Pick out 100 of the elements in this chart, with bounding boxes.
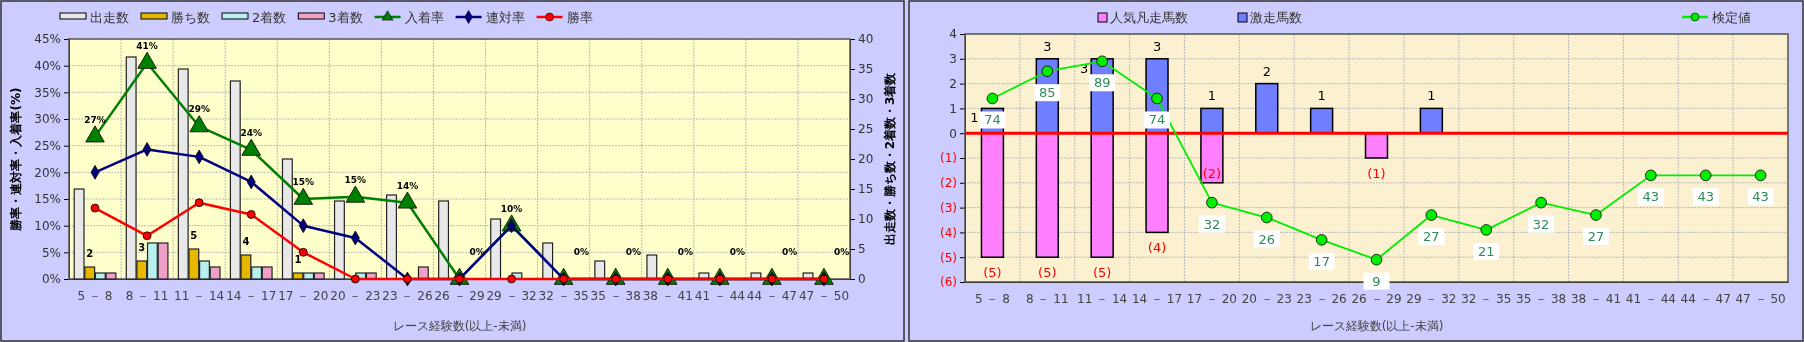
y-tick-label: (5) xyxy=(940,250,957,265)
data-label: 74 xyxy=(984,112,1001,128)
y2-axis-title: 出走数・勝ち数・2着数・3着数 xyxy=(883,71,897,246)
y-tick-label: 15% xyxy=(34,192,61,207)
y-tick-label: 40% xyxy=(34,59,61,74)
x-tick-label: 5 － 8 xyxy=(974,291,1010,306)
data-label: 9 xyxy=(1372,273,1381,289)
data-label: 0% xyxy=(781,247,798,257)
data-label: 2 xyxy=(86,248,94,259)
y-tick-label: (4) xyxy=(940,225,957,240)
y-tick-label: 45% xyxy=(34,32,61,47)
data-label: 1 xyxy=(970,110,979,126)
x-tick-label: 23 － 26 xyxy=(1296,291,1347,306)
data-label: 32 xyxy=(1532,216,1550,232)
x-tick-label: 44 － 47 xyxy=(1680,291,1731,306)
x-tick-label: 47 － 50 xyxy=(1735,291,1786,306)
data-label: 32 xyxy=(1203,216,1221,232)
x-tick-label: 29 － 32 xyxy=(1406,291,1457,306)
data-label: 0% xyxy=(625,247,641,257)
data-label: 3 xyxy=(1043,38,1052,54)
legend-label: 勝率 xyxy=(566,10,593,25)
y-tick-label: 5% xyxy=(41,245,61,260)
data-label: 0% xyxy=(469,247,485,257)
y-tick-label: (2) xyxy=(940,176,957,191)
data-label: (5) xyxy=(983,265,1002,281)
y2-tick-label: 30 xyxy=(858,92,874,107)
x-tick-label: 26 － 29 xyxy=(434,288,485,303)
x-tick-label: 14 － 17 xyxy=(226,288,277,303)
data-label: (5) xyxy=(1092,265,1112,281)
y-tick-label: (6) xyxy=(940,275,957,290)
x-tick-label: 14 － 17 xyxy=(1131,291,1183,306)
data-label: 1 xyxy=(1427,88,1436,104)
x-tick-label: 32 － 35 xyxy=(538,288,589,303)
data-label: 27 xyxy=(1423,229,1440,245)
x-tick-label: 23 － 26 xyxy=(382,288,433,303)
data-label: 21 xyxy=(1477,243,1495,259)
x-tick-label: 38 － 41 xyxy=(642,288,693,303)
data-label: 43 xyxy=(1697,189,1714,205)
x-tick-label: 29 － 32 xyxy=(486,288,537,303)
x-tick-label: 20 － 23 xyxy=(1241,291,1292,306)
y2-tick-label: 25 xyxy=(858,122,874,137)
x-tick-label: 11 － 14 xyxy=(174,288,225,303)
data-label: 4 xyxy=(242,236,250,247)
data-label: 85 xyxy=(1039,85,1056,101)
data-label: 3 xyxy=(1152,38,1162,54)
x-tick-label: 32 － 35 xyxy=(1461,291,1512,306)
data-label: 14% xyxy=(396,180,419,191)
y2-tick-label: 0 xyxy=(858,272,866,287)
data-label: 26 xyxy=(1258,231,1276,247)
data-label: 29% xyxy=(188,104,210,115)
x-tick-label: 41 － 44 xyxy=(694,288,745,303)
y-tick-label: 0% xyxy=(41,272,61,287)
y-tick-label: 35% xyxy=(34,85,61,100)
data-label: 27 xyxy=(1587,229,1605,245)
x-tick-label: 8 － 11 xyxy=(125,288,169,303)
data-label: 15% xyxy=(292,177,315,187)
y-tick-label: (3) xyxy=(940,200,957,215)
data-label: (2) xyxy=(1202,165,1222,181)
data-label: 0% xyxy=(729,247,746,257)
data-label: 89 xyxy=(1093,75,1111,91)
data-label: 5 xyxy=(190,230,198,241)
data-label: 27% xyxy=(84,114,106,125)
y-tick-label: 4 xyxy=(949,27,957,42)
y-tick-label: 2 xyxy=(949,76,957,91)
data-label: 0% xyxy=(573,247,589,257)
x-tick-label: 5 － 8 xyxy=(77,288,113,303)
y-tick-label: 0 xyxy=(949,126,957,141)
data-label: 2 xyxy=(1262,63,1271,79)
legend-label: 入着率 xyxy=(404,10,444,25)
legend-label: 3着数 xyxy=(328,10,363,25)
y2-tick-label: 5 xyxy=(858,242,866,257)
data-label: (4) xyxy=(1147,240,1167,256)
y2-tick-label: 20 xyxy=(858,152,874,167)
x-tick-label: 38 － 41 xyxy=(1570,291,1622,306)
legend-label: 出走数 xyxy=(90,10,129,25)
data-label: 43 xyxy=(1752,189,1769,205)
y-tick-label: 3 xyxy=(949,52,957,67)
data-label: 24% xyxy=(240,127,263,138)
y-tick-label: (1) xyxy=(940,151,957,166)
y-tick-label: 20% xyxy=(34,165,61,180)
x-axis-title: レース経験数(以上-未満) xyxy=(392,319,527,333)
data-label: 74 xyxy=(1148,112,1166,128)
data-label: 17 xyxy=(1313,253,1330,269)
x-tick-label: 17 － 20 xyxy=(278,288,329,303)
x-tick-label: 8 － 11 xyxy=(1026,291,1069,306)
legend-label: 人気凡走馬数 xyxy=(1110,10,1188,25)
x-tick-label: 41 － 44 xyxy=(1625,291,1676,306)
y-tick-label: 30% xyxy=(34,112,61,127)
x-tick-label: 35 － 38 xyxy=(1516,291,1567,306)
x-tick-label: 47 － 50 xyxy=(798,288,850,303)
data-label: 1 xyxy=(294,254,302,265)
data-label: 3 xyxy=(138,242,146,253)
data-label: 41% xyxy=(136,41,158,51)
y-tick-label: 10% xyxy=(34,219,61,234)
x-tick-label: 11 － 14 xyxy=(1077,291,1128,306)
y2-tick-label: 35 xyxy=(858,62,874,77)
data-label: 0% xyxy=(833,247,850,257)
data-label: 0% xyxy=(677,247,694,257)
data-label: 15% xyxy=(344,174,367,185)
legend-label: 検定値 xyxy=(1712,10,1751,25)
